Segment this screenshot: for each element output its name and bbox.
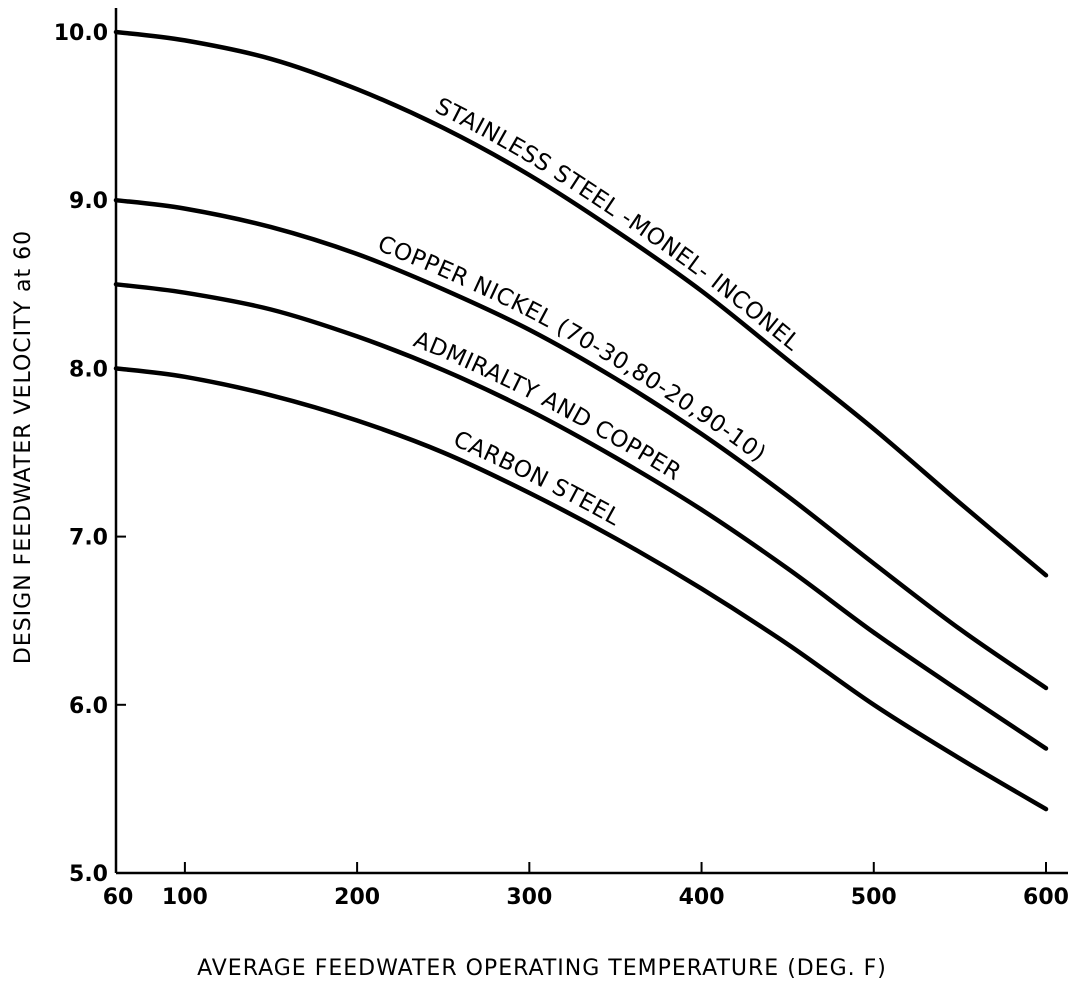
y-tick-label: 7.0 (69, 526, 108, 551)
x-tick-label: 200 (334, 885, 380, 910)
x-tick-label: 400 (679, 885, 725, 910)
y-tick-label: 8.0 (69, 357, 108, 382)
series-line (113, 366, 1049, 812)
series-line (113, 282, 1049, 751)
x-tick-label: 60 (103, 885, 134, 910)
axes (114, 8, 1068, 875)
y-tick-label: 9.0 (69, 189, 108, 214)
series-line (113, 29, 1049, 578)
x-tick-label: 100 (162, 885, 208, 910)
x-tick-label: 500 (851, 885, 897, 910)
series-label: STAINLESS STEEL -MONEL- INCONEL (431, 93, 805, 356)
y-axis-title: DESIGN FEEDWATER VELOCITY at 60 (11, 230, 36, 664)
x-tick-label: 600 (1023, 885, 1069, 910)
series-label: ADMIRALTY AND COPPER (410, 327, 686, 486)
y-tick-label: 10.0 (54, 21, 108, 46)
y-tick-label: 5.0 (69, 862, 108, 887)
x-axis-title: AVERAGE FEEDWATER OPERATING TEMPERATURE … (197, 956, 887, 981)
curves-group (113, 29, 1049, 812)
y-tick-label: 6.0 (69, 694, 108, 719)
x-tick-label: 300 (506, 885, 552, 910)
ticks-group: 60 100 200 300 400 500 600 5.0 6.0 7.0 8.0 9.0 10.0 (54, 21, 1069, 910)
series-line (113, 197, 1049, 691)
